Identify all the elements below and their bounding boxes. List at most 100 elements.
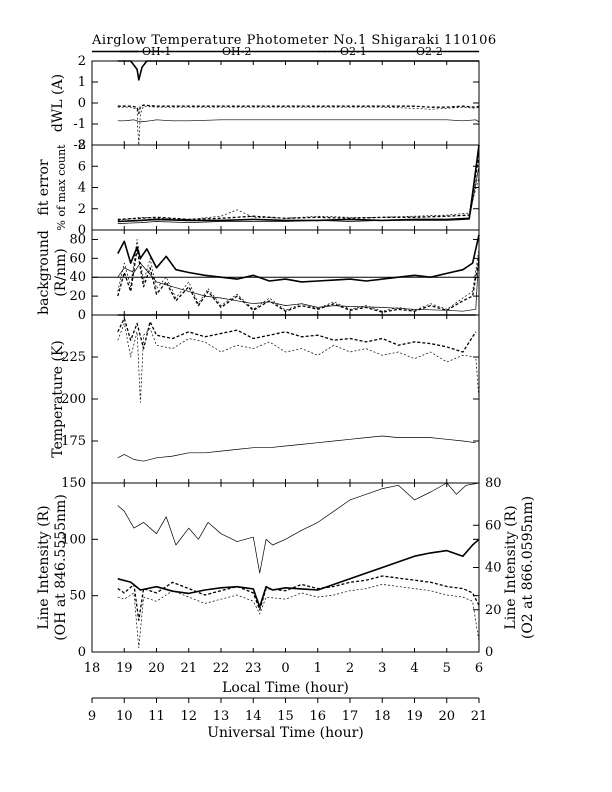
x-tick-label-ut: 21	[471, 709, 488, 724]
y2-tick-label: 0	[485, 645, 493, 660]
y-tick-label: -2	[73, 138, 86, 153]
series-oh-2	[117, 248, 480, 312]
chart-title: Airglow Temperature Photometer No.1 Shig…	[91, 33, 497, 48]
x-tick-label-ut: 16	[309, 709, 326, 724]
y2-tick-label: 20	[485, 603, 502, 618]
y2-axis-label: Line Intensity (R)	[503, 505, 519, 629]
x-tick-label-ut: 18	[374, 709, 391, 724]
x-tick-label-ut: 13	[213, 709, 230, 724]
y2-axis-label-2: (O2 at 866.0595nm)	[520, 496, 536, 639]
x-tick-label-ut: 19	[406, 709, 423, 724]
legend-label: O2-2	[416, 45, 443, 58]
y-tick-label: 40	[69, 270, 86, 285]
y-tick-label: 1	[78, 75, 86, 90]
y-tick-label: 20	[69, 289, 86, 304]
x-tick-label-ut: 15	[277, 709, 294, 724]
y-tick-label: 200	[61, 392, 86, 407]
y-tick-label: 100	[61, 532, 86, 547]
y-tick-label: 0	[78, 96, 86, 111]
x-tick-label-local: 0	[281, 661, 289, 676]
x-tick-label-local: 6	[475, 661, 483, 676]
series-o2-2	[117, 176, 480, 221]
legend-label: O2-1	[340, 45, 367, 58]
series-oh-1	[117, 144, 480, 223]
series-oh-1	[117, 538, 480, 608]
x-tick-label-ut: 20	[438, 709, 455, 724]
panel-frame	[91, 482, 480, 653]
x-tick-label-local: 1	[314, 661, 322, 676]
x-tick-label-local: 21	[180, 661, 197, 676]
panel-bg: 0 20 40 60 80 background (R/nm)	[36, 229, 480, 323]
series-oh-1	[117, 60, 479, 81]
x-tick-label-local: 4	[410, 661, 418, 676]
legend-label: OH-1	[142, 45, 171, 58]
series-oh-2	[117, 166, 480, 224]
series-group	[117, 60, 480, 146]
y-tick-label: 175	[61, 434, 86, 449]
series-oh-2	[117, 119, 480, 123]
series-oh-1	[117, 234, 480, 283]
x-tick-label-ut: 9	[88, 709, 96, 724]
x-tick-label-local: 22	[213, 661, 230, 676]
series-o2-2	[117, 584, 480, 649]
y2-tick-label: 80	[485, 476, 502, 491]
x-tick-label-ut: 14	[245, 709, 262, 724]
y-tick-label: 2	[78, 202, 86, 217]
x-tick-label-local: 2	[346, 661, 354, 676]
series-group	[117, 314, 480, 462]
y-axis-label: dWL (A)	[50, 74, 66, 132]
x-axis-label-ut: Universal Time (hour)	[207, 725, 364, 741]
y-tick-label: 60	[69, 251, 86, 266]
y-axis-label-2: (OH at 846.5555nm)	[53, 494, 69, 641]
x-tick-label-ut: 10	[116, 709, 133, 724]
y-tick-label: 8	[78, 138, 86, 153]
panel-frame	[91, 60, 480, 146]
series-o2-1	[117, 155, 480, 221]
panel-fit: 0 2 4 6 8 fit error% of max count	[36, 138, 480, 238]
y-axis-label-2: % of max count	[55, 144, 68, 231]
series-group	[117, 234, 480, 313]
panels: -2 -1 0 1 2 dWL (A) 0 2 4 6 8 fit error% of max cou…	[36, 54, 536, 660]
y-tick-label: -1	[73, 117, 86, 132]
series-o2-1	[117, 317, 477, 353]
series-oh-2	[117, 482, 480, 574]
y-axis-label: Line Intensity (R)	[36, 505, 52, 629]
y-tick-label: 6	[78, 159, 86, 174]
x-axis-label-local: Local Time (hour)	[222, 680, 349, 696]
series-o2-1	[117, 104, 480, 115]
y-tick-label: 0	[78, 223, 86, 238]
x-tick-label-ut: 17	[342, 709, 359, 724]
y-tick-label: 80	[69, 232, 86, 247]
x-tick-label-local: 5	[443, 661, 451, 676]
x-tick-label-local: 20	[148, 661, 165, 676]
series-o2-1	[117, 248, 480, 313]
y-axis-label-2: (R/nm)	[53, 248, 69, 296]
series-o2-2	[117, 239, 480, 312]
series-oh-2	[117, 435, 476, 462]
series-o2-2	[117, 105, 480, 146]
x-tick-label-ut: 12	[180, 709, 197, 724]
y-axis-label: fit error	[36, 159, 52, 216]
x-tick-label-ut: 11	[148, 709, 165, 724]
y-tick-label: 0	[78, 645, 86, 660]
series-o2-1	[117, 575, 480, 621]
y2-tick-label: 40	[485, 561, 502, 576]
y-tick-label: 225	[61, 350, 86, 365]
y-axis-label: Temperature (K)	[50, 340, 66, 458]
y-tick-label: 50	[69, 589, 86, 604]
x-tick-label-local: 3	[378, 661, 386, 676]
panel-frame	[91, 314, 480, 484]
y-tick-label: 4	[78, 181, 86, 196]
series-o2-2	[117, 323, 480, 403]
y-tick-label: 150	[61, 476, 86, 491]
y-axis-label: background	[36, 230, 52, 315]
y-tick-label: 0	[78, 308, 86, 323]
panel-frame	[91, 229, 480, 316]
series-group	[117, 482, 480, 649]
panel-dwl: -2 -1 0 1 2 dWL (A)	[50, 54, 480, 153]
y-tick-label: 2	[78, 54, 86, 69]
